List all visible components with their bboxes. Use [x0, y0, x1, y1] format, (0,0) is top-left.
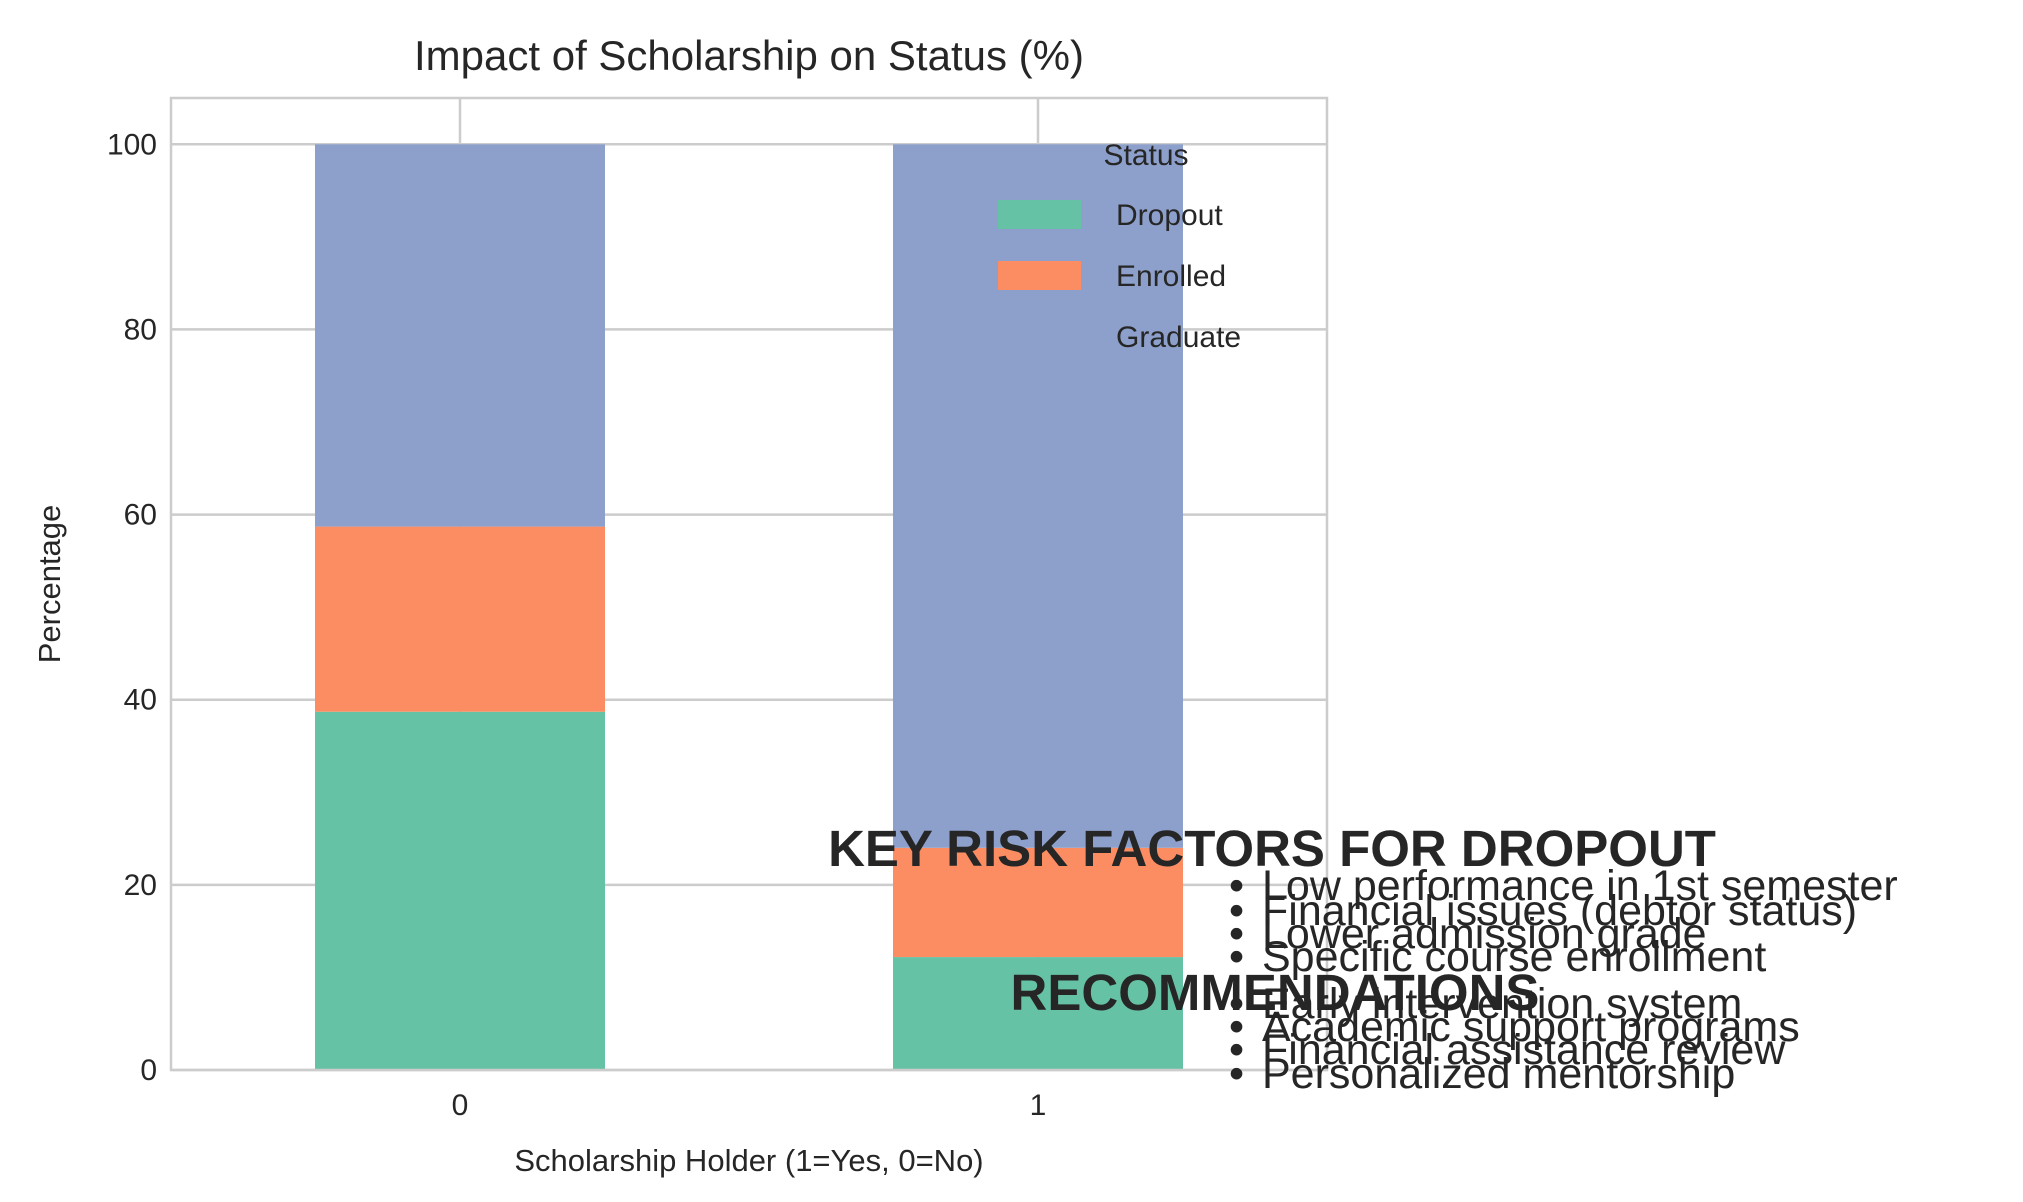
- bullet: •: [1229, 862, 1244, 910]
- bullet: •: [1229, 933, 1244, 981]
- recommendation-text: Academic support programs: [1262, 1003, 1800, 1051]
- y-tick-label: 80: [124, 313, 157, 346]
- recommendation-item: • Early intervention system: [1229, 980, 1742, 1028]
- y-tick-label: 100: [107, 128, 157, 161]
- y-axis-label: Percentage: [32, 505, 67, 664]
- bullet: •: [1229, 980, 1244, 1028]
- x-tick-label: 1: [1030, 1089, 1047, 1122]
- recommendations-annotation: RECOMMENDATIONS • Early intervention sys…: [1011, 964, 1800, 1098]
- recommendation-item: • Academic support programs: [1229, 1003, 1800, 1051]
- bar-dropout-0: [315, 711, 605, 1070]
- bar-enrolled-0: [315, 526, 605, 712]
- bar-graduate-1: [893, 144, 1183, 848]
- bullet: •: [1229, 887, 1244, 935]
- recommendation-text: Financial assistance review: [1262, 1026, 1786, 1074]
- legend-swatch-dropout: [998, 200, 1081, 229]
- y-tick-label: 20: [124, 869, 157, 902]
- risk-factor-item: • Low performance in 1st semester: [1229, 862, 1898, 910]
- bullet: •: [1229, 1026, 1244, 1074]
- risk-factor-item: • Financial issues (debtor status): [1229, 887, 1857, 935]
- legend-label-graduate: Graduate: [1116, 321, 1241, 354]
- bar-dropout-1: [893, 957, 1183, 1070]
- plot-area-frame: [169, 96, 1329, 1072]
- legend: Status Dropout Enrolled Graduate: [998, 139, 1241, 354]
- y-tick-label: 40: [124, 684, 157, 717]
- x-axis-label: Scholarship Holder (1=Yes, 0=No): [514, 1143, 983, 1178]
- risk-factors-heading: KEY RISK FACTORS FOR DROPOUT: [828, 820, 1716, 877]
- recommendations-heading: RECOMMENDATIONS: [1011, 964, 1540, 1021]
- bars: [315, 144, 1183, 1070]
- recommendation-item: • Personalized mentorship: [1229, 1050, 1735, 1098]
- bullet: •: [1229, 1003, 1244, 1051]
- recommendation-text: Early intervention system: [1262, 980, 1742, 1028]
- legend-label-enrolled: Enrolled: [1116, 260, 1226, 293]
- risk-factor-item: • Lower admission grade: [1229, 910, 1707, 958]
- recommendation-text: Personalized mentorship: [1262, 1050, 1735, 1098]
- chart-title: Impact of Scholarship on Status (%): [414, 32, 1084, 79]
- risk-factor-text: Lower admission grade: [1262, 910, 1707, 958]
- risk-factor-item: • Specific course enrollment: [1229, 933, 1766, 981]
- legend-swatch-enrolled: [998, 261, 1081, 290]
- bullet: •: [1229, 910, 1244, 958]
- legend-label-dropout: Dropout: [1116, 199, 1223, 232]
- risk-factor-text: Low performance in 1st semester: [1262, 862, 1898, 910]
- risk-factor-text: Financial issues (debtor status): [1262, 887, 1857, 935]
- recommendation-item: • Financial assistance review: [1229, 1026, 1786, 1074]
- x-tick-label: 0: [452, 1089, 469, 1122]
- tick-labels: 0 20 40 60 80 100 0 1: [107, 128, 1046, 1122]
- bullet: •: [1229, 1050, 1244, 1098]
- bar-graduate-0: [315, 144, 605, 527]
- y-tick-label: 60: [124, 499, 157, 532]
- risk-factor-text: Specific course enrollment: [1262, 933, 1766, 981]
- risk-factors-annotation: KEY RISK FACTORS FOR DROPOUT • Low perfo…: [828, 820, 1898, 981]
- bar-enrolled-1: [893, 847, 1183, 958]
- legend-title: Status: [1103, 139, 1188, 172]
- y-tick-label: 0: [140, 1054, 157, 1087]
